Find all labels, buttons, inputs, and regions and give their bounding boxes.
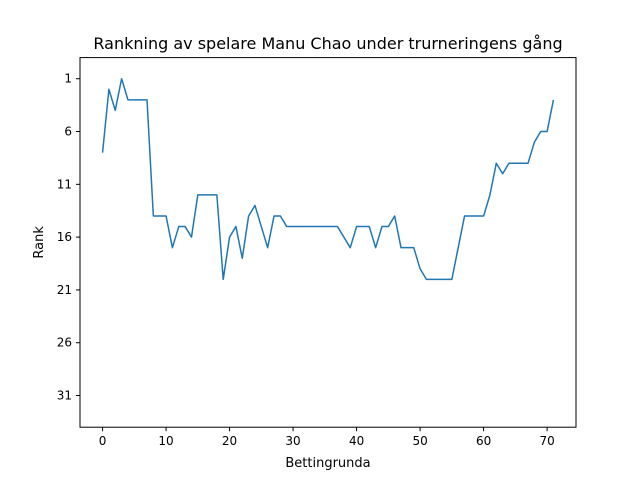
x-tick-label: 50 xyxy=(412,434,427,448)
y-tick-label: 11 xyxy=(57,177,72,191)
y-tick-label: 31 xyxy=(57,389,72,403)
y-tick-label: 16 xyxy=(57,230,72,244)
y-tick-label: 26 xyxy=(57,336,72,350)
x-tick-label: 20 xyxy=(222,434,237,448)
x-axis-label: Bettingrunda xyxy=(285,456,370,471)
y-tick-label: 6 xyxy=(64,125,72,139)
x-tick-label: 0 xyxy=(99,434,107,448)
plot-area xyxy=(101,77,555,281)
x-tick-label: 70 xyxy=(539,434,554,448)
y-tick-label: 1 xyxy=(64,72,72,86)
x-tick-label: 10 xyxy=(158,434,173,448)
x-tick-label: 30 xyxy=(285,434,300,448)
chart-title: Rankning av spelare Manu Chao under trur… xyxy=(93,34,562,53)
x-tick-label: 40 xyxy=(349,434,364,448)
y-tick-label: 21 xyxy=(57,283,72,297)
y-axis-label: Rank xyxy=(32,226,47,259)
x-axis: 0 10 20 30 40 50 60 70 xyxy=(99,427,555,448)
x-tick-label: 60 xyxy=(476,434,491,448)
plot-frame xyxy=(79,57,577,428)
series-line xyxy=(101,77,555,281)
